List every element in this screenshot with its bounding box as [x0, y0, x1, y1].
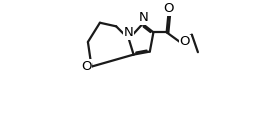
Text: N: N [124, 26, 134, 39]
Text: O: O [81, 60, 91, 73]
Text: O: O [163, 2, 174, 15]
Text: N: N [139, 11, 149, 24]
Text: O: O [179, 36, 190, 48]
